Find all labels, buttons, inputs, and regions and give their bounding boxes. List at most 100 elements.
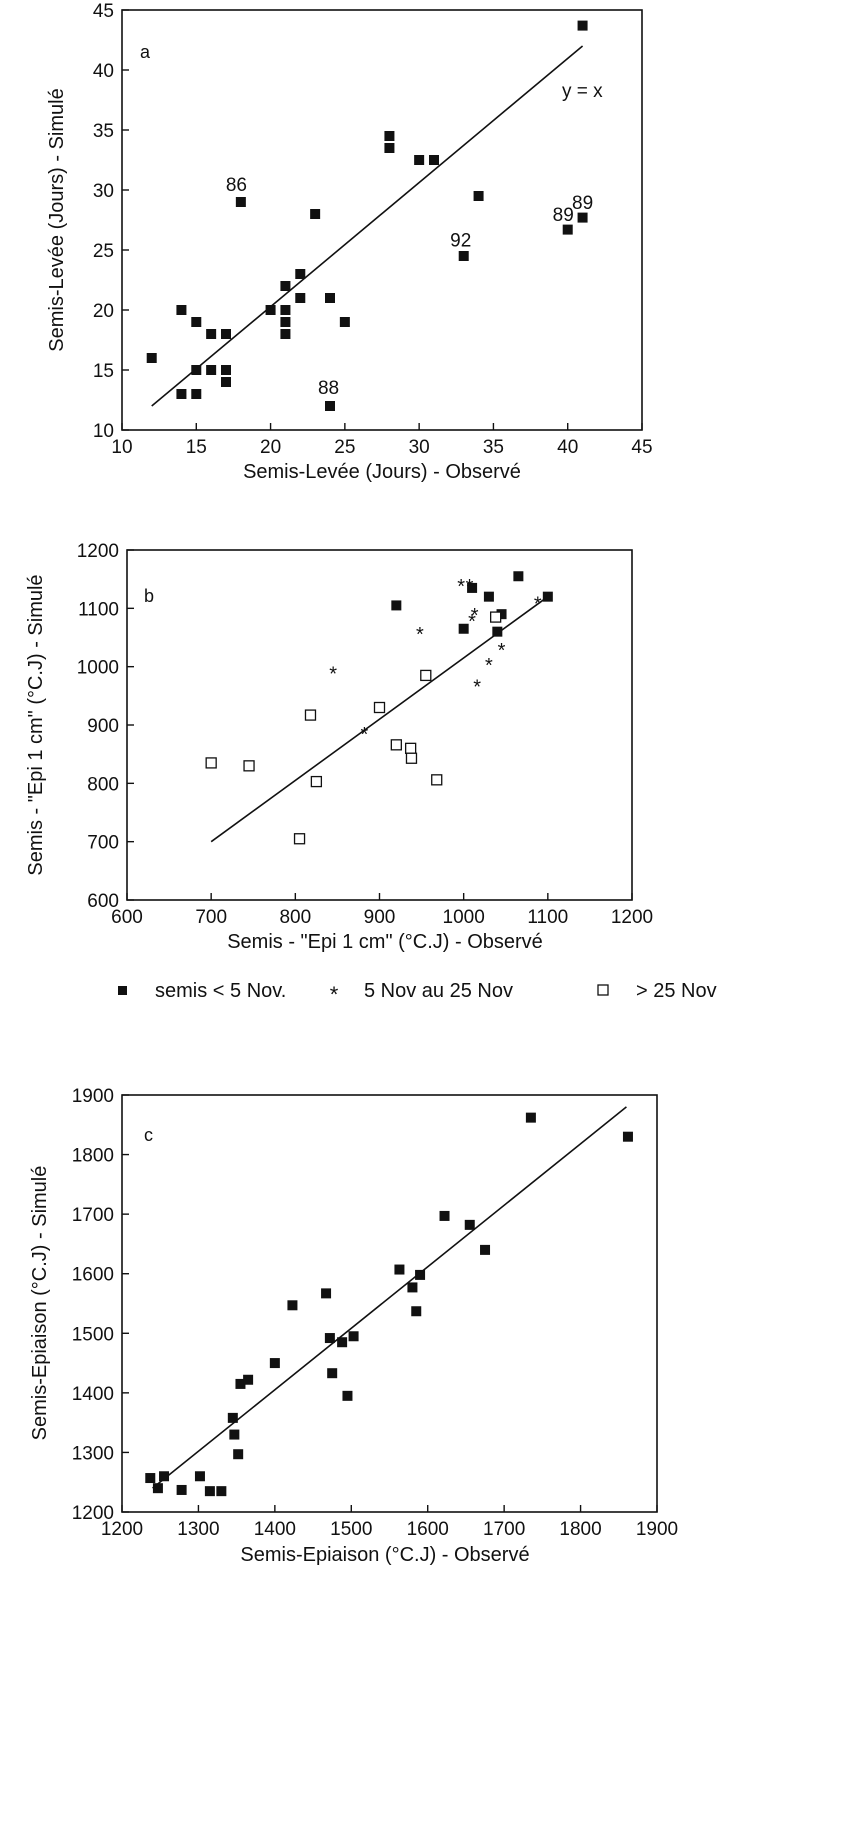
data-point: *	[473, 676, 481, 698]
data-point	[287, 1300, 298, 1311]
y-tick-label: 25	[93, 241, 114, 262]
data-point	[577, 212, 588, 223]
x-tick-label: 1000	[443, 907, 485, 928]
data-point	[321, 1288, 332, 1299]
point-annotation: 89	[572, 193, 593, 214]
data-point	[191, 365, 202, 375]
data-point	[342, 1390, 353, 1401]
x-tick-label: 10	[111, 437, 132, 458]
x-tick-label: 1700	[483, 1519, 525, 1540]
data-point	[415, 1269, 426, 1280]
data-point	[480, 1244, 491, 1255]
x-tick-label: 1600	[407, 1519, 449, 1540]
fit-line	[151, 45, 584, 407]
panel-letter-b: b	[144, 586, 154, 606]
y-axis-label-b: Semis - "Epi 1 cm" (°C.J) - Simulé	[25, 574, 47, 875]
data-point	[176, 305, 187, 315]
data-point	[191, 317, 202, 327]
y-ticks-c: 1200 1300 1400 1500 1600 1700 1800 1900	[72, 1086, 129, 1524]
x-tick-label: 1200	[101, 1519, 143, 1540]
y-tick-label: 20	[93, 301, 114, 322]
data-point	[577, 20, 588, 31]
x-tick-label: 30	[409, 437, 430, 458]
point-annotation: 88	[318, 378, 339, 399]
data-point	[269, 1358, 280, 1369]
line-label-a: y = x	[562, 81, 603, 102]
plot-frame-a	[121, 9, 643, 431]
legend-item-semis-before-5-nov: semis < 5 Nov.	[118, 980, 286, 1002]
data-point	[221, 329, 231, 339]
data-point	[384, 131, 395, 141]
data-point	[513, 571, 524, 582]
legend-item-after-25-nov: > 25 Nov	[597, 980, 717, 1002]
data-point	[324, 1333, 335, 1344]
y-tick-label: 600	[87, 891, 119, 912]
data-point	[405, 752, 418, 764]
x-axis-label-b: Semis - "Epi 1 cm" (°C.J) - Observé	[227, 931, 543, 953]
chart-panel-c: c 1200 1300 1400 1500 1600 1700 1800 1900 12001…	[29, 1086, 678, 1566]
y-tick-label: 1200	[77, 541, 119, 562]
data-point	[145, 1473, 156, 1484]
y-ticks-a: 10 15 20 25 30 35 40 45	[93, 1, 129, 442]
data-point: *	[457, 576, 465, 598]
x-tick-label: 20	[260, 437, 281, 458]
data-point: *	[329, 664, 337, 686]
data-point	[310, 209, 321, 219]
data-point	[473, 191, 484, 201]
data-point	[265, 305, 276, 315]
y-tick-label: 15	[93, 361, 114, 382]
x-tick-label: 1300	[177, 1519, 219, 1540]
data-point	[325, 293, 335, 303]
y-tick-label: 1100	[78, 599, 119, 620]
points-b: **** *******	[205, 571, 553, 845]
x-tick-label: 1100	[527, 907, 568, 928]
chart-panel-b: b 600 700 800 900 1000 1100 1200 600 700 800 900 1…	[25, 541, 653, 953]
fit-line-a	[151, 45, 584, 407]
legend-marker-filled-square	[118, 986, 127, 995]
x-axis-label-c: Semis-Epiaison (°C.J) - Observé	[240, 1544, 529, 1566]
x-tick-label: 900	[364, 907, 396, 928]
x-tick-label: 1500	[330, 1519, 372, 1540]
x-tick-label: 800	[279, 907, 311, 928]
fit-line	[210, 596, 549, 843]
data-point	[458, 251, 469, 261]
panel-letter-a: a	[140, 42, 151, 62]
data-point	[221, 365, 231, 375]
fit-line	[152, 1106, 627, 1489]
data-point	[337, 1337, 348, 1348]
data-point	[235, 197, 246, 207]
data-point	[280, 317, 291, 327]
y-axis-label-c: Semis-Epiaison (°C.J) - Simulé	[29, 1166, 51, 1441]
y-tick-label: 800	[87, 774, 119, 795]
y-tick-label: 1400	[72, 1384, 114, 1405]
data-point	[420, 669, 432, 682]
x-axis-label-a: Semis-Levée (Jours) - Observé	[243, 461, 521, 483]
data-point	[176, 1484, 187, 1495]
data-point	[229, 1429, 240, 1440]
data-point	[280, 329, 291, 339]
legend-item-5-nov-to-25-nov: * 5 Nov au 25 Nov	[330, 980, 513, 1007]
data-point	[384, 143, 395, 153]
x-tick-label: 15	[186, 437, 207, 458]
legend-label: semis < 5 Nov.	[155, 980, 286, 1002]
data-point	[439, 1210, 450, 1221]
x-tick-label: 25	[334, 437, 355, 458]
y-axis-label-a: Semis-Levée (Jours) - Simulé	[46, 88, 68, 351]
x-tick-label: 700	[195, 907, 227, 928]
data-point	[152, 1483, 163, 1494]
data-point: *	[466, 576, 474, 598]
data-point	[293, 833, 306, 845]
data-point	[492, 626, 503, 637]
y-tick-label: 1900	[72, 1086, 114, 1107]
data-point	[431, 774, 443, 786]
data-point	[391, 600, 402, 611]
y-tick-label: 1300	[72, 1443, 114, 1464]
data-point	[394, 1264, 405, 1275]
plot-frame-b	[126, 549, 633, 901]
y-tick-label: 1200	[72, 1503, 114, 1524]
x-tick-label: 1400	[254, 1519, 296, 1540]
x-tick-label: 35	[483, 437, 504, 458]
data-point	[159, 1471, 170, 1482]
data-point	[235, 1378, 246, 1389]
